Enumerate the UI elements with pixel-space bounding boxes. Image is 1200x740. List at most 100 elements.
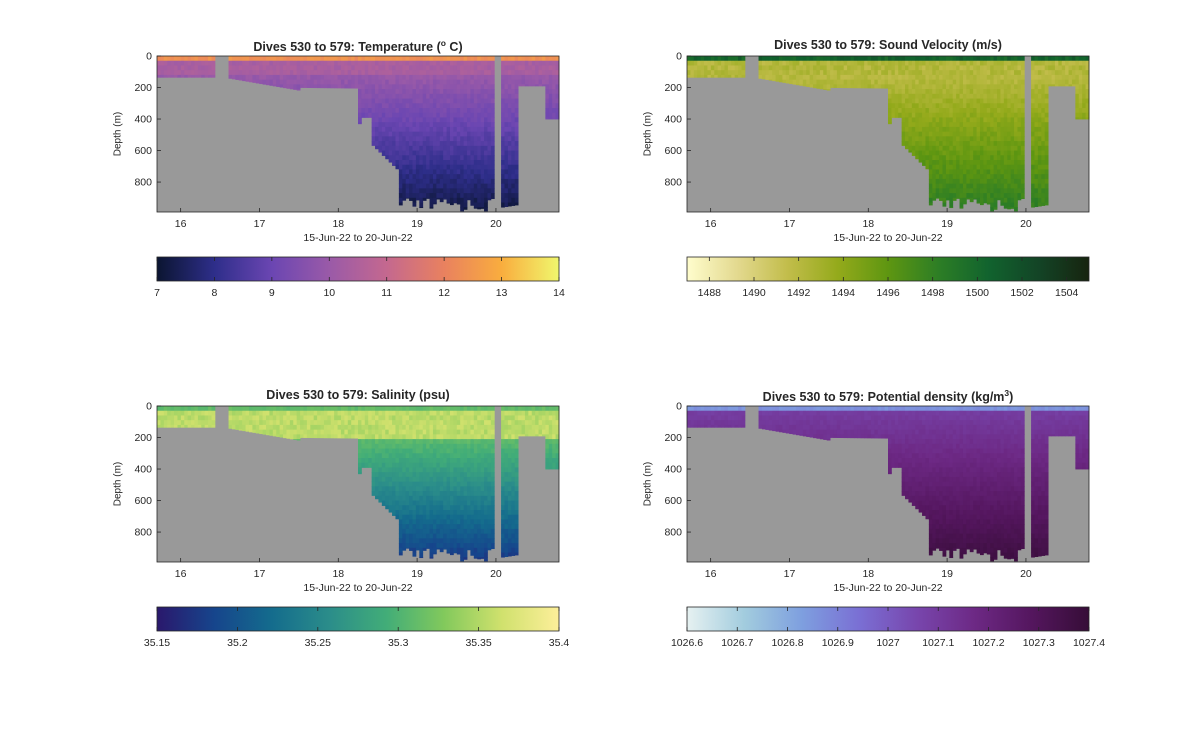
temperature-cell bbox=[398, 164, 403, 170]
temperature-cell bbox=[473, 164, 478, 170]
sound-velocity-cell bbox=[891, 108, 896, 114]
sound-velocity-cell bbox=[860, 84, 865, 89]
sound-velocity-cell bbox=[973, 103, 977, 109]
salinity-cell bbox=[456, 406, 461, 412]
sound-velocity-cell bbox=[901, 126, 906, 133]
sound-velocity-cell bbox=[870, 84, 875, 89]
temperature-cell bbox=[375, 145, 379, 150]
salinity-cell bbox=[402, 528, 407, 535]
sound-velocity-cell bbox=[1034, 103, 1039, 109]
salinity-cell bbox=[443, 510, 447, 516]
sound-velocity-cell bbox=[1010, 183, 1015, 189]
temperature-cell bbox=[388, 160, 393, 163]
salinity-cell bbox=[429, 406, 434, 412]
temperature-cell bbox=[443, 164, 447, 170]
temperature-cell bbox=[419, 112, 424, 118]
salinity-cell bbox=[358, 429, 362, 435]
sound-velocity-cell bbox=[986, 60, 991, 66]
salinity-cell bbox=[392, 448, 396, 454]
sound-velocity-cell bbox=[908, 56, 913, 62]
salinity-cell bbox=[415, 458, 420, 464]
sound-velocity-cell bbox=[911, 79, 916, 85]
temperature-cell bbox=[487, 126, 492, 133]
sound-velocity-cell bbox=[925, 126, 930, 133]
temperature-cell bbox=[375, 136, 379, 142]
sound-velocity-cell bbox=[1044, 136, 1049, 142]
salinity-cell bbox=[344, 410, 349, 416]
sound-velocity-cell bbox=[901, 98, 906, 104]
temperature-cell bbox=[480, 150, 485, 156]
sound-velocity-profile-column bbox=[1020, 56, 1025, 200]
sound-velocity-cell bbox=[1020, 197, 1025, 200]
temperature-profile-column bbox=[269, 56, 274, 86]
sound-velocity-cell bbox=[952, 197, 957, 201]
sound-velocity-cell bbox=[1020, 169, 1025, 175]
salinity-cell bbox=[378, 486, 383, 492]
salinity-cell bbox=[419, 481, 424, 487]
salinity-cell bbox=[412, 543, 417, 549]
salinity-cell bbox=[402, 439, 407, 445]
temperature-cell bbox=[477, 164, 482, 170]
sound-velocity-cell bbox=[1037, 89, 1042, 95]
salinity-cell bbox=[412, 538, 417, 544]
sound-velocity-cell bbox=[935, 164, 940, 170]
sound-velocity-cell bbox=[1075, 74, 1080, 81]
temperature-cell bbox=[504, 108, 509, 114]
salinity-cell bbox=[429, 505, 434, 511]
sound-velocity-cell bbox=[905, 103, 909, 109]
sound-velocity-cell bbox=[942, 60, 947, 66]
sound-velocity-profile-column bbox=[888, 56, 892, 125]
sound-velocity-cell bbox=[1003, 70, 1008, 76]
sound-velocity-cell bbox=[959, 65, 964, 71]
salinity-cell bbox=[405, 491, 410, 497]
salinity-cell bbox=[262, 429, 267, 435]
sound-velocity-cell bbox=[962, 169, 967, 175]
sound-velocity-cell bbox=[1020, 108, 1025, 114]
salinity-cell bbox=[160, 406, 165, 412]
salinity-cell bbox=[426, 467, 430, 473]
temperature-cell bbox=[453, 98, 458, 104]
temperature-cell bbox=[163, 60, 168, 66]
temperature-cell bbox=[204, 74, 209, 78]
salinity-cell bbox=[439, 406, 444, 412]
salinity-cell bbox=[306, 429, 311, 435]
temperature-cell bbox=[157, 74, 161, 78]
temperature-cell bbox=[381, 103, 386, 109]
salinity-cell bbox=[252, 420, 257, 426]
salinity-cell bbox=[405, 500, 410, 506]
temperature-cell bbox=[460, 60, 465, 66]
salinity-cell bbox=[446, 462, 451, 468]
salinity-cell bbox=[310, 420, 315, 426]
sound-velocity-cell bbox=[1000, 103, 1005, 109]
temperature-cell bbox=[310, 84, 315, 89]
temperature-profile-column bbox=[507, 56, 512, 207]
sound-velocity-cell bbox=[993, 56, 998, 62]
sound-velocity-cell bbox=[969, 112, 974, 118]
salinity-cell bbox=[426, 462, 430, 468]
sound-velocity-cell bbox=[956, 60, 960, 66]
salinity-cell bbox=[272, 434, 277, 437]
temperature-cell bbox=[412, 112, 417, 118]
sound-velocity-cell bbox=[687, 65, 691, 71]
temperature-cell bbox=[446, 169, 451, 175]
salinity-cell bbox=[429, 420, 434, 426]
temperature-cell bbox=[419, 60, 424, 66]
temperature-cell bbox=[242, 60, 246, 66]
temperature-cell bbox=[449, 188, 454, 194]
temperature-cell bbox=[535, 56, 539, 62]
sound-velocity-cell bbox=[1054, 84, 1059, 87]
sound-velocity-cell bbox=[724, 70, 729, 76]
salinity-cell bbox=[443, 524, 447, 530]
temperature-cell bbox=[467, 60, 471, 66]
salinity-cell bbox=[443, 491, 447, 497]
temperature-cell bbox=[439, 93, 444, 99]
sound-velocity-cell bbox=[697, 70, 702, 76]
temperature-cell bbox=[412, 126, 417, 133]
sound-velocity-cell bbox=[833, 74, 838, 81]
temperature-cell bbox=[385, 65, 390, 71]
sound-velocity-cell bbox=[843, 56, 848, 62]
sound-velocity-cell bbox=[1010, 178, 1015, 185]
sound-velocity-cell bbox=[976, 164, 981, 170]
sound-velocity-cell bbox=[731, 70, 736, 76]
salinity-cell bbox=[415, 453, 420, 459]
